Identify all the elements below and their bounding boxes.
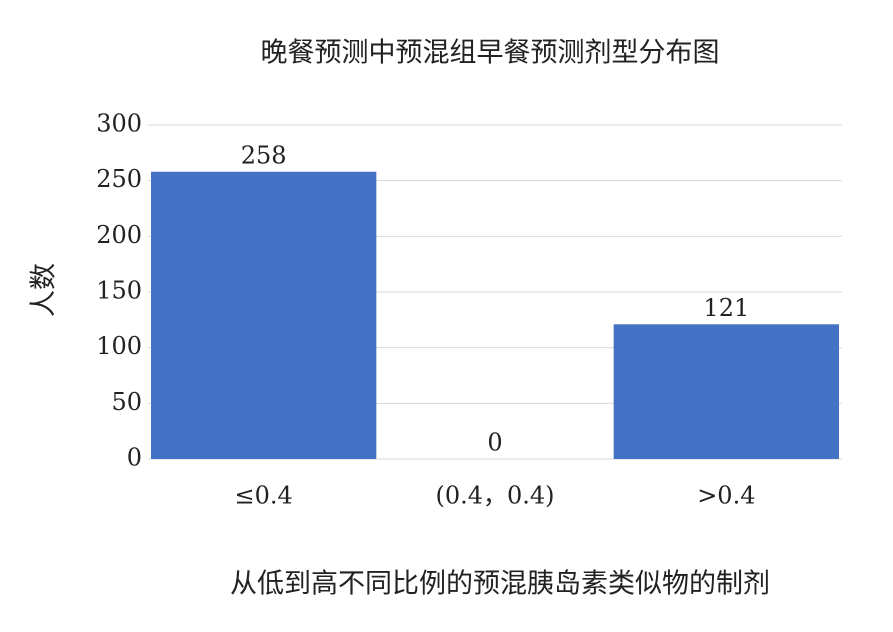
x-tick-label: ≤0.4 <box>235 482 293 510</box>
y-tick-label: 0 <box>127 444 142 472</box>
chart-title: 晚餐预测中预混组早餐预测剂型分布图 <box>261 38 720 69</box>
y-tick-label: 150 <box>96 277 142 305</box>
x-tick-label: >0.4 <box>697 482 755 510</box>
y-tick-label: 50 <box>111 388 142 416</box>
data-label: 121 <box>703 294 749 322</box>
y-tick-label: 100 <box>96 332 142 360</box>
x-axis-title: 从低到高不同比例的预混胰岛素类似物的制剂 <box>230 569 770 600</box>
bar <box>151 171 377 459</box>
data-label: 0 <box>487 429 502 457</box>
x-tick-label: (0.4，0.4) <box>435 482 554 510</box>
data-label: 258 <box>241 141 287 169</box>
y-tick-label: 200 <box>96 221 142 249</box>
y-tick-label: 250 <box>96 165 142 193</box>
bar <box>613 324 839 459</box>
y-axis-title: 人数 <box>29 263 60 317</box>
y-tick-label: 300 <box>96 110 142 138</box>
